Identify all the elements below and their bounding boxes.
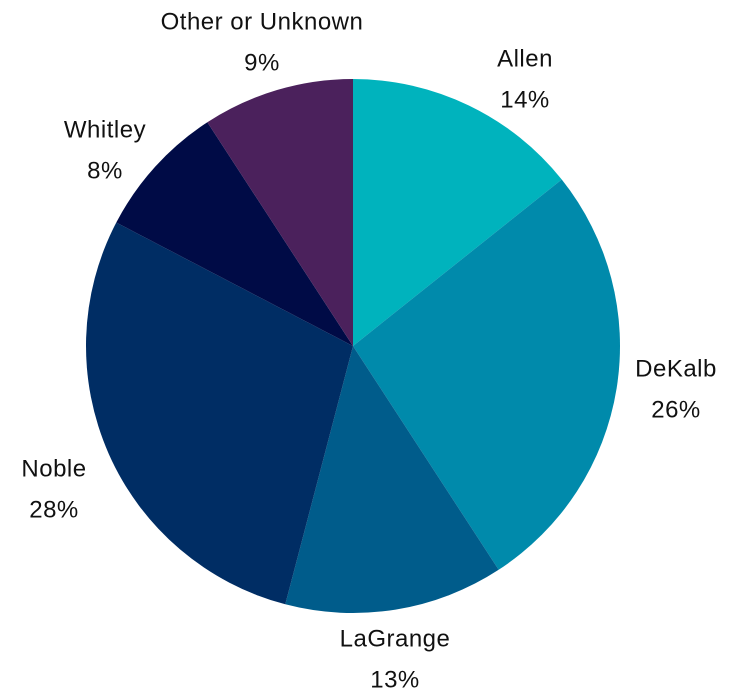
slice-label-noble: Noble xyxy=(21,455,86,482)
pie-slice-lagrange xyxy=(285,346,499,614)
pie-labels: Allen 14% DeKalb 26% LaGrange 13% Noble 28% Whit… xyxy=(21,8,716,692)
pie-slice-other-or-unknown xyxy=(207,79,353,346)
slice-label-other-or-unknown: Other or Unknown xyxy=(161,8,364,35)
pie-slice-whitley xyxy=(116,122,353,346)
slice-label-lagrange: LaGrange xyxy=(340,625,451,652)
slice-value-label-lagrange: 13% xyxy=(370,666,420,692)
slice-label-whitley: Whitley xyxy=(64,116,146,143)
pie-slices xyxy=(85,79,621,614)
slice-value-label-dekalb: 26% xyxy=(651,396,701,423)
slice-value-label-whitley: 8% xyxy=(87,157,123,184)
slice-value-label-allen: 14% xyxy=(500,86,550,113)
pie-slice-noble xyxy=(85,222,354,605)
pie-slice-dekalb xyxy=(353,179,621,570)
slice-label-allen: Allen xyxy=(497,45,553,72)
slice-value-label-noble: 28% xyxy=(29,496,79,523)
slice-label-dekalb: DeKalb xyxy=(635,355,717,382)
pie-slice-allen xyxy=(353,79,562,346)
slice-value-label-other-or-unknown: 9% xyxy=(244,49,280,76)
